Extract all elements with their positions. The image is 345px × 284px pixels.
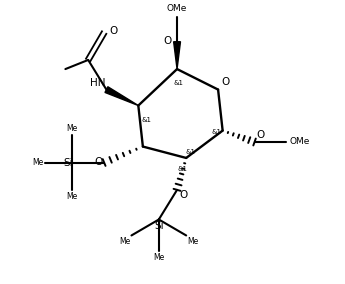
Polygon shape bbox=[105, 87, 138, 106]
Text: O: O bbox=[163, 36, 171, 45]
Text: HN: HN bbox=[90, 78, 105, 88]
Text: O: O bbox=[179, 190, 188, 200]
Text: &1: &1 bbox=[177, 166, 187, 172]
Text: Si: Si bbox=[154, 221, 164, 231]
Text: OMe: OMe bbox=[289, 137, 309, 147]
Text: Me: Me bbox=[32, 158, 44, 167]
Text: Me: Me bbox=[187, 237, 198, 246]
Text: &1: &1 bbox=[185, 149, 195, 155]
Text: Me: Me bbox=[153, 253, 165, 262]
Text: Me: Me bbox=[67, 124, 78, 133]
Text: O: O bbox=[257, 130, 265, 140]
Text: O: O bbox=[221, 77, 230, 87]
Text: OMe: OMe bbox=[167, 4, 187, 13]
Polygon shape bbox=[174, 42, 180, 69]
Text: &1: &1 bbox=[142, 117, 152, 123]
Text: O: O bbox=[109, 26, 117, 36]
Text: Me: Me bbox=[119, 237, 131, 246]
Text: Si: Si bbox=[63, 158, 73, 168]
Text: O: O bbox=[95, 157, 103, 167]
Text: Me: Me bbox=[67, 192, 78, 201]
Text: &1: &1 bbox=[211, 130, 221, 135]
Text: &1: &1 bbox=[174, 80, 184, 86]
